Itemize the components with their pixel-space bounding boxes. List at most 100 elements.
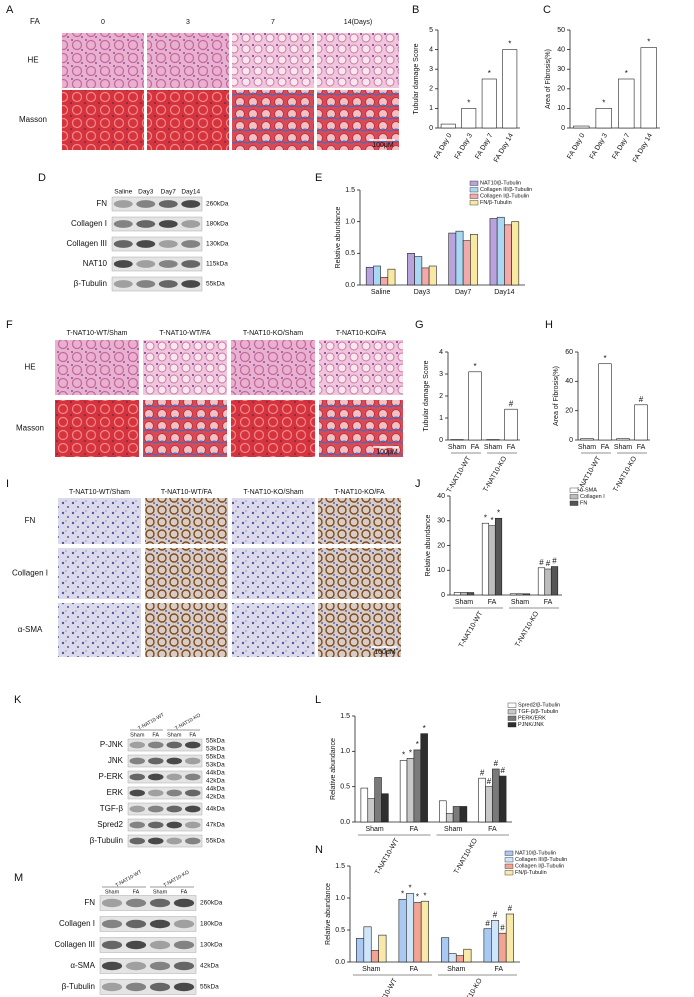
blot-band — [184, 757, 201, 765]
bar — [511, 221, 520, 286]
micrograph — [145, 498, 228, 544]
significance-mark: # — [500, 923, 505, 932]
blot-band — [147, 741, 164, 749]
y-tick-label: 1.5 — [340, 713, 350, 720]
y-axis-label: Relative abundance — [325, 883, 332, 945]
blot-band — [166, 741, 183, 749]
row-label: Masson — [16, 424, 44, 433]
significance-mark: * — [603, 354, 606, 363]
bar — [496, 216, 505, 286]
micrograph — [62, 33, 144, 88]
legend-label: TGF-β/β-Tubulin — [518, 709, 558, 715]
protein-label: Collagen I — [59, 919, 95, 928]
blot-band — [129, 789, 146, 797]
legend-label: Collagen III/β-Tubulin — [480, 187, 532, 193]
y-tick-label: 0.0 — [335, 959, 345, 966]
legend-swatch — [569, 487, 579, 493]
blot-band — [166, 789, 183, 797]
row-label: FN — [25, 516, 36, 525]
blot-band — [184, 741, 201, 749]
micrograph — [58, 548, 141, 599]
bar — [407, 253, 415, 286]
column-label: 3 — [186, 19, 190, 26]
y-tick-label: 60 — [565, 349, 573, 356]
protein-label: JNK — [108, 756, 124, 765]
x-tick-label: Day7 — [455, 289, 471, 296]
blot-band — [129, 757, 146, 765]
significance-mark: # — [485, 919, 490, 928]
y-axis-label: Tubular damage Score — [423, 360, 430, 431]
blot-band — [166, 757, 183, 765]
bar — [414, 256, 423, 286]
x-tick-label: FA — [544, 599, 553, 606]
y-axis-label: Relative abundance — [425, 514, 432, 576]
group-label: T-NAT10-KO — [612, 455, 638, 494]
legend-swatch — [507, 702, 517, 708]
kda-label: 260kDa — [200, 900, 223, 907]
y-tick-label: 0.0 — [345, 282, 355, 289]
y-tick-label: 40 — [557, 46, 565, 53]
bar — [380, 277, 389, 286]
micrograph — [231, 400, 315, 457]
column-label: T-NAT10-KO/Sham — [243, 330, 303, 337]
legend-label: Collagen I/β-Tubulin — [480, 193, 529, 199]
kda-label: 260kDa — [206, 201, 229, 208]
panel-letter: J — [415, 478, 421, 490]
blot-band — [147, 757, 164, 765]
column-label: 0 — [101, 19, 105, 26]
legend-swatch — [507, 722, 517, 728]
column-label: T-NAT10-KO/FA — [336, 330, 387, 337]
y-tick-label: 0.5 — [340, 784, 350, 791]
blot-band — [113, 240, 133, 248]
bar — [544, 568, 552, 596]
y-axis-label: Relative abundance — [330, 738, 337, 800]
bar — [455, 230, 464, 286]
significance-mark: * — [602, 99, 605, 108]
blot-band — [149, 919, 171, 929]
x-tick-label: Day14 — [494, 289, 514, 296]
blot-strip — [111, 196, 203, 212]
bar — [478, 777, 486, 823]
row-label: Masson — [19, 115, 47, 124]
blot-band — [136, 220, 156, 228]
group-label: T-NAT10-WT — [374, 837, 401, 876]
panel-letter: H — [545, 319, 553, 331]
blot-strip — [99, 895, 197, 911]
panel-letter: K — [14, 694, 22, 706]
bar — [481, 78, 497, 129]
legend-label: FN/β-Tubulin — [515, 870, 547, 876]
bar — [618, 78, 635, 129]
blot-band — [101, 919, 123, 929]
blot-band — [147, 821, 164, 829]
micrograph — [147, 33, 229, 88]
lane-label: Sham — [105, 889, 120, 895]
blot-band — [101, 898, 123, 908]
blot-band — [136, 280, 156, 288]
legend-swatch — [469, 187, 479, 193]
blot-band — [184, 805, 201, 813]
blot-strip — [111, 236, 203, 252]
kda-label: 115kDa — [206, 261, 228, 268]
bar — [504, 224, 512, 286]
bar — [459, 806, 468, 823]
column-label: T-NAT10-WT/FA — [159, 330, 211, 337]
column-label: T-NAT10-KO/FA — [334, 489, 385, 496]
bar — [378, 934, 387, 963]
significance-mark: # — [639, 395, 644, 404]
bar — [370, 950, 379, 963]
legend-swatch — [507, 709, 517, 715]
blot-band — [149, 940, 171, 950]
kda-label: 180kDa — [200, 921, 223, 928]
bar — [448, 953, 457, 963]
y-tick-label: 0 — [561, 125, 565, 132]
group-label: T-NAT10-KO — [453, 837, 479, 876]
x-tick-label: FA — [410, 826, 419, 833]
bar — [365, 266, 374, 286]
significance-mark: # — [509, 399, 514, 408]
row-label: HE — [27, 56, 38, 65]
significance-mark: # — [552, 557, 557, 566]
blot-band — [184, 821, 201, 829]
bar — [491, 920, 500, 963]
blot-band — [147, 789, 164, 797]
